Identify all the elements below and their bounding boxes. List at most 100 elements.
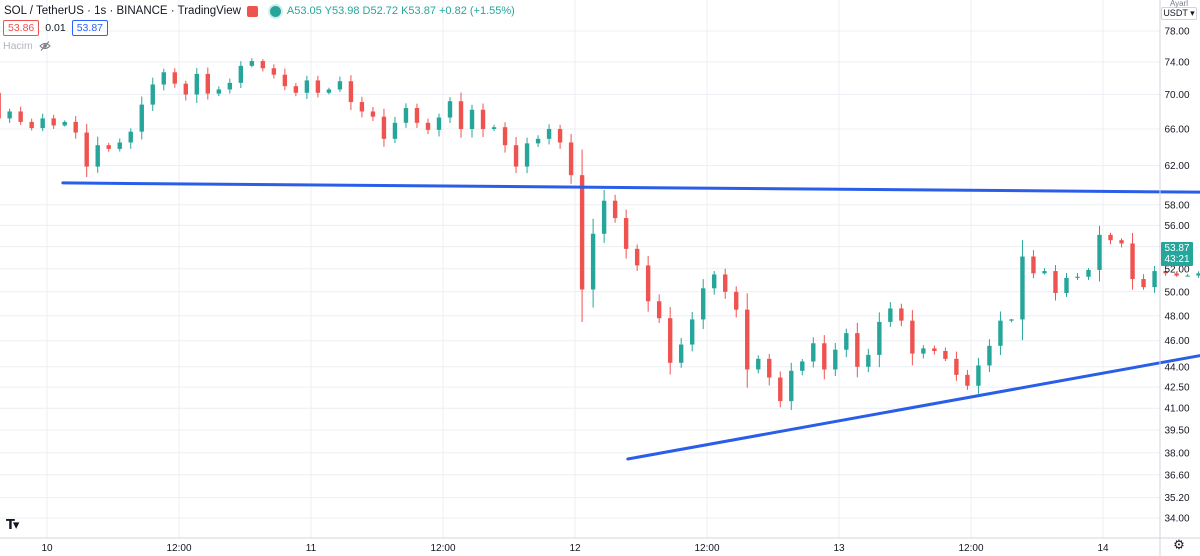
candle-body	[943, 351, 948, 359]
candle-body	[855, 333, 860, 367]
tradingview-logo-icon[interactable]: T▾	[6, 518, 19, 533]
candle-body	[756, 358, 761, 370]
candle-body	[1075, 276, 1080, 278]
candle-body	[51, 118, 56, 126]
candle-body	[117, 142, 122, 149]
candle-body	[414, 108, 420, 123]
candle-body	[392, 122, 398, 139]
y-tick-label: 58.00	[1164, 200, 1189, 211]
y-tick-label: 50.00	[1164, 287, 1189, 298]
y-tick-label: 44.00	[1164, 362, 1189, 373]
price-axis[interactable]: 78.0074.0070.0066.0062.0058.0056.0054.00…	[1159, 0, 1190, 556]
y-tick-label: 48.00	[1164, 311, 1189, 322]
candle-body	[84, 132, 89, 167]
candle-body	[469, 109, 475, 129]
candle-body	[183, 83, 188, 95]
candle-body	[557, 128, 563, 143]
candle-body	[425, 122, 431, 130]
candle-body	[778, 377, 783, 402]
candle-body	[1108, 234, 1113, 241]
candle-body	[1196, 273, 1200, 276]
candle-body	[370, 111, 376, 117]
candle-body	[921, 348, 926, 354]
buy-button[interactable]: 53.87	[71, 20, 108, 36]
candle-body	[634, 248, 640, 266]
candle-body	[238, 65, 244, 83]
candle-body	[811, 343, 816, 362]
trade-buttons: 53.86 0.01 53.87	[3, 20, 108, 36]
candle-body	[249, 61, 255, 66]
time-axis[interactable]: 1012:001112:001212:001312:001412:001512:…	[0, 537, 1200, 554]
candle-body	[954, 358, 959, 375]
candle-body	[833, 349, 838, 370]
candle-body	[62, 121, 67, 126]
candle-body	[139, 104, 144, 132]
candle-body	[965, 374, 970, 386]
y-tick-label: 62.00	[1164, 161, 1189, 172]
candle-body	[436, 117, 442, 130]
x-tick-label: 12:00	[694, 543, 719, 554]
last-price: 53.87	[1164, 243, 1190, 254]
y-tick-label: 41.00	[1164, 404, 1189, 415]
candle-body	[502, 127, 508, 146]
symbol-title[interactable]: SOL / TetherUS · 1s · BINANCE · TradingV…	[4, 5, 241, 17]
candle-body	[216, 89, 222, 94]
candle-body	[1174, 273, 1179, 276]
axis-settings: Ayarl USDT ▾	[1161, 0, 1197, 20]
candle-body	[1097, 234, 1102, 270]
sell-button[interactable]: 53.86	[3, 20, 40, 36]
candle-body	[866, 354, 871, 367]
candle-body	[1141, 279, 1146, 288]
x-tick-label: 13	[833, 543, 845, 554]
y-tick-label: 52.00	[1164, 264, 1189, 275]
x-tick-label: 12	[569, 543, 581, 554]
y-tick-label: 56.00	[1164, 221, 1189, 232]
candle-body	[976, 365, 981, 386]
candle-body	[293, 86, 299, 93]
candle-body	[568, 142, 574, 176]
legend-header: SOL / TetherUS · 1s · BINANCE · TradingV…	[4, 3, 515, 19]
candle-body	[161, 72, 166, 85]
candle-body	[601, 200, 607, 234]
candle-body	[1064, 277, 1069, 293]
candle-body	[745, 309, 750, 370]
grid	[0, 0, 1160, 538]
candle-body	[359, 102, 365, 112]
x-tick-label: 10	[41, 543, 53, 554]
candle-body	[1163, 271, 1168, 274]
candle-body	[7, 111, 12, 119]
candle-body	[888, 308, 893, 322]
candle-body	[260, 61, 266, 69]
y-tick-label: 66.00	[1164, 124, 1189, 135]
y-tick-label: 36.60	[1164, 470, 1189, 481]
candle-body	[1042, 271, 1047, 274]
candle-body	[194, 73, 199, 95]
candle-body	[678, 344, 684, 363]
volume-label[interactable]: Hacim	[3, 40, 33, 52]
candle-body	[822, 343, 827, 370]
gear-icon[interactable]: ⚙	[1173, 537, 1185, 552]
candle-body	[623, 218, 629, 249]
y-tick-label: 35.20	[1164, 493, 1189, 504]
candle-body	[689, 319, 695, 345]
candle-body	[789, 370, 794, 402]
x-tick-label: 11	[306, 543, 317, 554]
candle-body	[1152, 271, 1157, 288]
currency-selector[interactable]: USDT ▾	[1161, 7, 1197, 20]
candle-body	[645, 265, 651, 302]
eye-off-icon[interactable]	[39, 40, 51, 52]
candle-body	[667, 318, 673, 363]
candle-body	[767, 358, 772, 378]
candle-body	[337, 81, 343, 90]
candle-body	[546, 128, 552, 139]
y-tick-label: 46.00	[1164, 336, 1189, 347]
candle-body	[95, 145, 100, 167]
candle-body	[458, 101, 464, 129]
trendlines	[61, 181, 1200, 461]
candle-body	[513, 145, 519, 167]
y-tick-label: 74.00	[1164, 57, 1189, 68]
live-dot-icon	[269, 5, 281, 17]
candle-body	[987, 345, 992, 366]
x-tick-label: 12:00	[958, 543, 983, 554]
